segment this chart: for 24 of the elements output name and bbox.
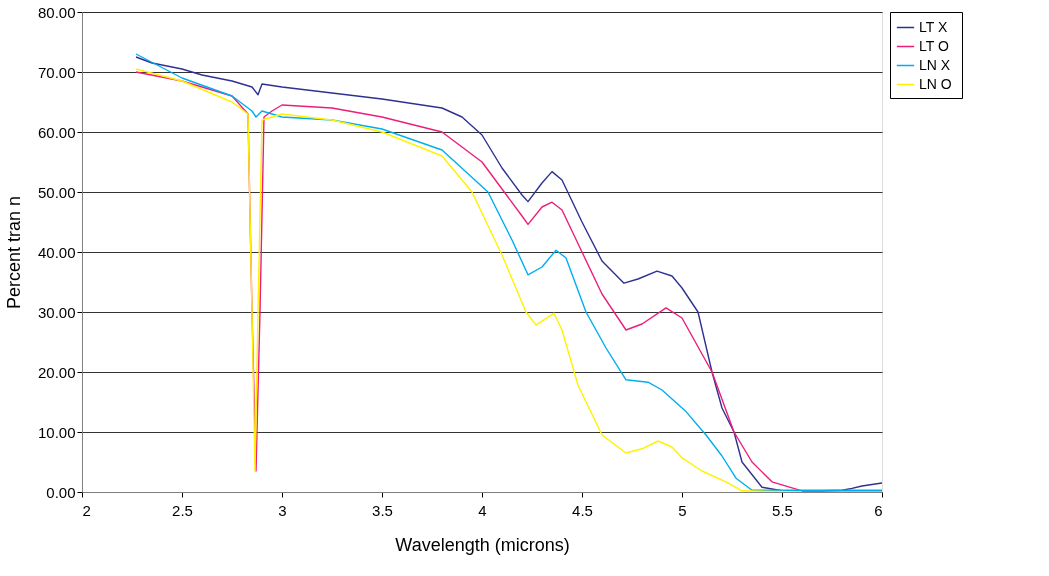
x-axis-title: Wavelength (microns) <box>395 534 570 555</box>
x-tick-label: 3.5 <box>372 501 393 519</box>
x-tick-label: 5 <box>678 501 687 519</box>
y-tick-label: 0.00 <box>46 483 76 501</box>
x-tick-label: 2 <box>82 501 91 519</box>
x-tick-label: 5.5 <box>772 501 793 519</box>
y-tick-label: 20.00 <box>37 363 76 381</box>
y-tick-label: 30.00 <box>37 303 76 321</box>
legend-label: LN O <box>919 75 952 92</box>
y-tick-label: 50.00 <box>37 183 76 201</box>
legend-label: LT X <box>919 18 948 35</box>
x-tick-label: 3 <box>278 501 287 519</box>
x-tick-label: 4 <box>478 501 487 519</box>
x-tick-label: 4.5 <box>572 501 593 519</box>
y-tick-label: 70.00 <box>37 63 76 81</box>
y-tick-label: 60.00 <box>37 123 76 141</box>
x-tick-label: 6 <box>874 501 883 519</box>
y-tick-label: 10.00 <box>37 423 76 441</box>
x-tick-label: 2.5 <box>172 501 193 519</box>
y-tick-label: 80.00 <box>37 3 76 21</box>
legend-label: LT O <box>919 37 949 54</box>
y-tick-label: 40.00 <box>37 243 76 261</box>
y-axis-title: Percent tran n <box>3 195 24 310</box>
legend-label: LN X <box>919 56 951 73</box>
